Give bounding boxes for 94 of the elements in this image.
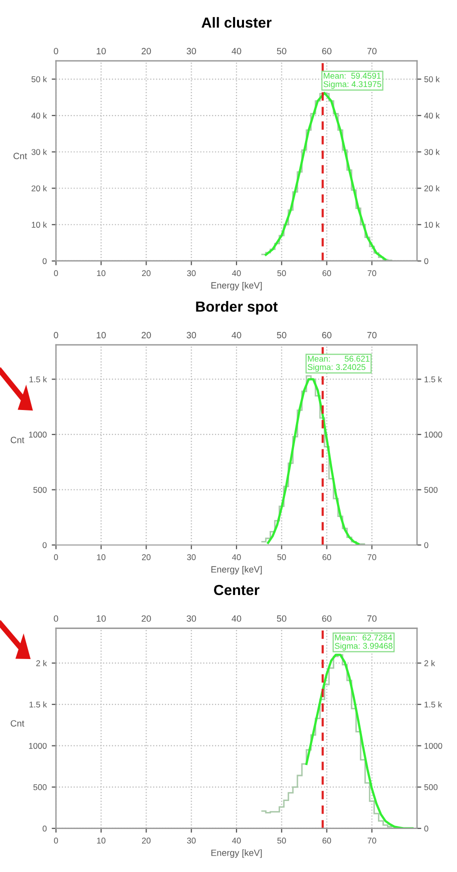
y-tick-label: 0 (42, 542, 47, 548)
x2-tick-label: 40 (232, 554, 241, 560)
y2-tick-label: 500 (424, 784, 438, 790)
annotation: Sigma: 4.31975 (324, 80, 382, 89)
x2-tick-label: 30 (187, 838, 196, 844)
x-tick-label: 0 (54, 615, 58, 622)
y2-tick-label: 0 (424, 826, 428, 832)
x-tick-label: 10 (96, 332, 106, 338)
y2-tick-label: 1.5 k (424, 376, 442, 382)
y-tick-label: 2 k (36, 660, 47, 666)
y-tick-label: 50 k (32, 76, 47, 82)
x-tick-label: 40 (232, 332, 242, 338)
line-series (305, 654, 414, 828)
annotation: Sigma: 3.24025 (308, 364, 366, 372)
y2-tick-label: 10 k (424, 222, 440, 228)
annotation: Mean: 59.4591 (324, 72, 381, 79)
x2-tick-label: 40 (232, 838, 241, 844)
x2-tick-label: 10 (97, 838, 106, 844)
y2-tick-label: 500 (424, 486, 438, 493)
y-axis-title: Cnt (10, 436, 24, 444)
x2-tick-label: 60 (322, 838, 332, 844)
x2-tick-label: 10 (97, 554, 106, 560)
y-tick-label: 1000 (29, 742, 47, 749)
x-tick-label: 30 (186, 48, 196, 54)
x2-tick-label: 50 (277, 838, 286, 844)
x-tick-label: 10 (96, 48, 106, 54)
x2-tick-label: 0 (54, 838, 58, 844)
x2-tick-label: 50 (277, 270, 286, 276)
x2-tick-label: 70 (368, 554, 376, 560)
chart-title: All cluster (202, 17, 272, 28)
x-tick-label: 20 (142, 615, 151, 622)
x2-tick-label: 70 (368, 838, 376, 844)
y-axis-title: Cnt (10, 720, 24, 727)
x-tick-label: 40 (232, 615, 242, 622)
x-tick-label: 20 (142, 332, 151, 338)
y2-tick-label: 50 k (424, 76, 440, 82)
x-axis-title: Energy [keV] (211, 282, 262, 290)
annotation: Mean: 56.621 (308, 356, 370, 362)
x-tick-label: 70 (367, 332, 377, 338)
y-tick-label: 500 (33, 784, 47, 790)
y-tick-label: 0 (42, 258, 47, 264)
x2-tick-label: 20 (142, 270, 151, 276)
y-tick-label: 0 (42, 826, 47, 832)
y-tick-label: 30 k (32, 148, 47, 155)
y-tick-label: 500 (33, 486, 47, 493)
x-tick-label: 0 (54, 332, 58, 338)
x-tick-label: 40 (232, 48, 242, 54)
x2-tick-label: 60 (322, 270, 332, 276)
y2-tick-label: 1000 (424, 432, 442, 438)
annotation: Mean: 62.7284 (335, 634, 392, 640)
x-tick-label: 50 (276, 48, 286, 54)
x-tick-label: 0 (54, 48, 58, 54)
y-tick-label: 1.5 k (30, 701, 47, 708)
y2-tick-label: 2 k (424, 660, 436, 666)
x-tick-label: 20 (142, 48, 151, 54)
x2-tick-label: 40 (232, 270, 241, 276)
x-tick-label: 10 (96, 615, 106, 622)
chart-title: Center (214, 584, 260, 596)
x-tick-label: 30 (186, 615, 196, 622)
y-tick-label: 20 k (32, 185, 47, 192)
y2-tick-label: 1.5 k (424, 701, 442, 708)
x-tick-label: 60 (322, 332, 332, 338)
x-axis-title: Energy [keV] (211, 849, 262, 858)
x2-tick-label: 30 (187, 554, 196, 560)
y2-tick-label: 0 (424, 542, 428, 548)
y-tick-label: 1.5 k (30, 376, 47, 382)
x2-tick-label: 20 (142, 554, 151, 560)
x-tick-label: 50 (276, 615, 286, 622)
x2-tick-label: 0 (54, 270, 58, 276)
y2-tick-label: 40 k (424, 112, 440, 119)
x2-tick-label: 70 (368, 270, 376, 276)
y2-tick-label: 30 k (424, 148, 440, 155)
y-tick-label: 40 k (31, 112, 47, 119)
y2-tick-label: 0 (424, 258, 428, 264)
x-tick-label: 30 (186, 332, 196, 338)
y-tick-label: 1000 (29, 432, 47, 438)
chart-title: Border spot (196, 301, 278, 315)
x2-tick-label: 60 (322, 554, 332, 560)
y-axis-title: Cnt (14, 152, 28, 160)
x2-tick-label: 10 (97, 270, 106, 276)
x2-tick-label: 50 (277, 554, 286, 560)
annotation: Sigma: 3.99468 (334, 642, 392, 650)
x-tick-label: 70 (367, 615, 377, 622)
x-tick-label: 60 (322, 615, 332, 622)
x-axis-title: Energy [keV] (211, 566, 262, 574)
x2-tick-label: 30 (187, 270, 196, 276)
x2-tick-label: 0 (54, 554, 58, 560)
x-tick-label: 70 (367, 48, 377, 54)
y2-tick-label: 20 k (424, 185, 440, 192)
x2-tick-label: 20 (142, 838, 151, 844)
x-tick-label: 60 (322, 48, 332, 54)
y2-tick-label: 1000 (424, 742, 442, 749)
y-tick-label: 10 k (32, 222, 47, 228)
x-tick-label: 50 (276, 332, 286, 338)
